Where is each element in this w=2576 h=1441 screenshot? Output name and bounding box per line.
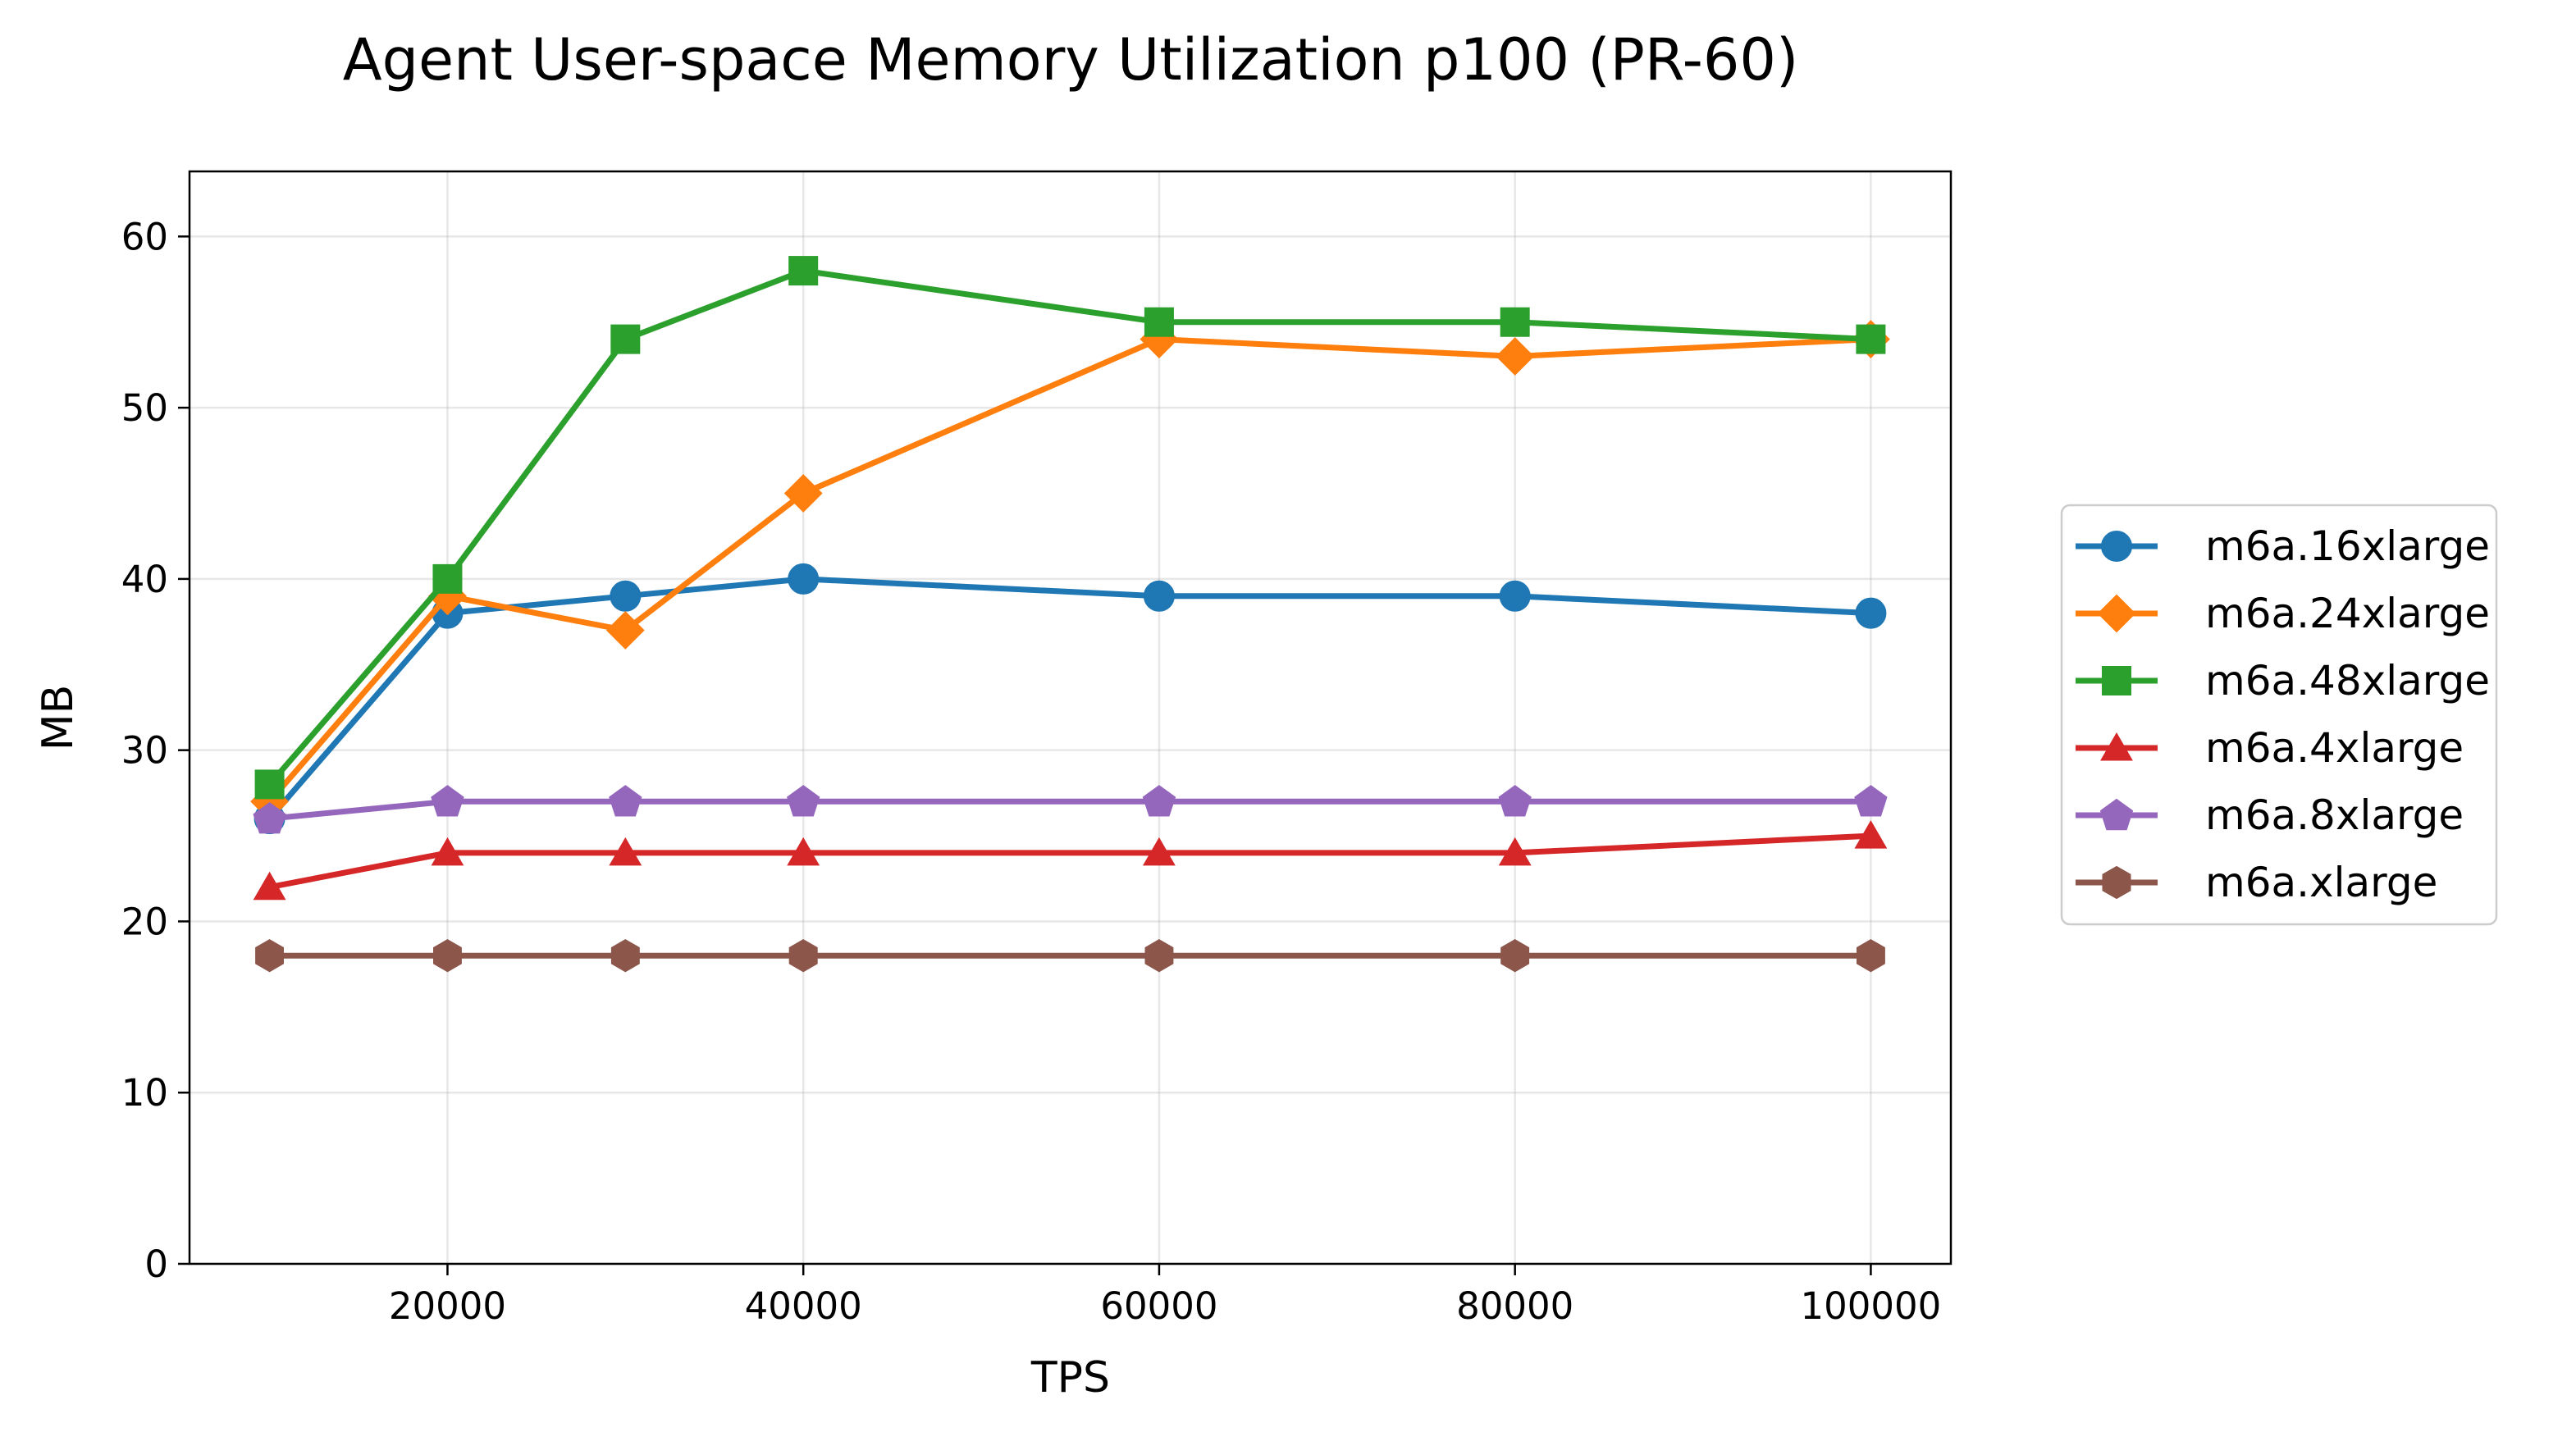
data-point bbox=[1499, 580, 1531, 612]
legend-label: m6a.48xlarge bbox=[2205, 657, 2490, 705]
data-point bbox=[609, 837, 642, 866]
y-axis: 0 10 20 30 40 50 60 bbox=[121, 215, 190, 1286]
legend-label: m6a.4xlarge bbox=[2205, 724, 2464, 772]
data-point bbox=[605, 611, 645, 650]
data-point bbox=[254, 769, 285, 800]
data-point bbox=[1855, 597, 1887, 629]
data-point bbox=[783, 474, 823, 513]
legend-marker bbox=[2099, 798, 2134, 831]
series-line bbox=[267, 832, 1874, 891]
data-point bbox=[1142, 785, 1176, 817]
data-point bbox=[609, 785, 642, 817]
legend-item: m6a.24xlarge bbox=[2076, 590, 2490, 637]
x-tick-label: 20000 bbox=[389, 1284, 506, 1328]
y-tick-label: 20 bbox=[121, 900, 168, 943]
data-point bbox=[1498, 785, 1532, 817]
plot-frame bbox=[188, 170, 1953, 1265]
x-axis: 20000 40000 60000 80000 100000 bbox=[389, 1264, 1941, 1328]
legend-marker bbox=[2101, 531, 2132, 562]
data-point bbox=[787, 837, 820, 866]
data-point bbox=[788, 939, 818, 973]
data-point bbox=[255, 939, 284, 973]
data-point bbox=[1143, 580, 1175, 612]
data-point bbox=[1498, 837, 1532, 866]
legend-item: m6a.xlarge bbox=[2076, 859, 2437, 906]
data-point bbox=[1856, 324, 1886, 354]
legend-label: m6a.8xlarge bbox=[2205, 791, 2464, 839]
legend-label: m6a.xlarge bbox=[2205, 859, 2437, 906]
data-point bbox=[1144, 939, 1174, 973]
legend-marker bbox=[2100, 732, 2133, 761]
x-tick-label: 40000 bbox=[745, 1284, 862, 1328]
x-tick-label: 60000 bbox=[1100, 1284, 1217, 1328]
data-point bbox=[788, 256, 819, 286]
series-line bbox=[267, 576, 1874, 822]
data-point bbox=[432, 563, 463, 594]
y-tick-label: 0 bbox=[144, 1243, 168, 1286]
data-point bbox=[1500, 939, 1530, 973]
series-m6a.24xlarge bbox=[250, 320, 1890, 821]
y-tick-label: 60 bbox=[121, 215, 168, 258]
y-tick-label: 50 bbox=[121, 386, 168, 430]
series-m6a.48xlarge bbox=[254, 256, 1886, 800]
legend-item: m6a.48xlarge bbox=[2076, 657, 2490, 705]
data-point bbox=[1496, 337, 1535, 376]
legend-label: m6a.16xlarge bbox=[2205, 522, 2490, 570]
data-point bbox=[610, 324, 641, 354]
data-point bbox=[610, 939, 640, 973]
data-point bbox=[253, 871, 286, 901]
data-point bbox=[253, 801, 286, 834]
grid bbox=[190, 171, 1951, 1265]
y-tick-label: 30 bbox=[121, 729, 168, 773]
data-point bbox=[787, 785, 820, 817]
y-tick-label: 40 bbox=[121, 558, 168, 601]
data-point bbox=[1142, 837, 1176, 866]
data-point bbox=[1857, 939, 1885, 973]
y-axis-label: MB bbox=[34, 685, 83, 751]
data-point bbox=[1144, 307, 1174, 337]
data-point bbox=[1500, 307, 1530, 337]
x-tick-label: 100000 bbox=[1801, 1284, 1942, 1328]
legend-label: m6a.24xlarge bbox=[2205, 590, 2490, 637]
chart-title: Agent User-space Memory Utilization p100… bbox=[343, 26, 1799, 93]
data-point bbox=[433, 939, 462, 973]
series-m6a.xlarge bbox=[255, 939, 1885, 973]
data-point bbox=[1854, 785, 1888, 817]
series-line bbox=[267, 267, 1874, 787]
y-tick-label: 10 bbox=[121, 1071, 168, 1115]
series-m6a.4xlarge bbox=[253, 820, 1888, 901]
x-tick-label: 80000 bbox=[1456, 1284, 1573, 1328]
legend: m6a.16xlarge m6a.24xlarge m6a.48xlarge m6a.… bbox=[2060, 504, 2498, 926]
series-m6a.8xlarge bbox=[253, 785, 1888, 834]
data-point bbox=[1854, 820, 1888, 849]
data-point bbox=[431, 837, 464, 866]
x-axis-label: TPS bbox=[1030, 1353, 1110, 1402]
legend-item: m6a.8xlarge bbox=[2076, 791, 2464, 839]
legend-marker bbox=[2097, 594, 2136, 633]
legend-item: m6a.16xlarge bbox=[2076, 522, 2490, 570]
legend-box bbox=[2060, 504, 2498, 926]
data-point bbox=[788, 563, 820, 595]
legend-marker bbox=[2102, 865, 2131, 900]
data-point bbox=[610, 580, 642, 612]
data-point bbox=[431, 785, 464, 817]
series-layer bbox=[250, 256, 1890, 973]
series-line bbox=[267, 798, 1874, 822]
legend-item: m6a.4xlarge bbox=[2076, 724, 2464, 772]
legend-marker bbox=[2102, 666, 2131, 695]
